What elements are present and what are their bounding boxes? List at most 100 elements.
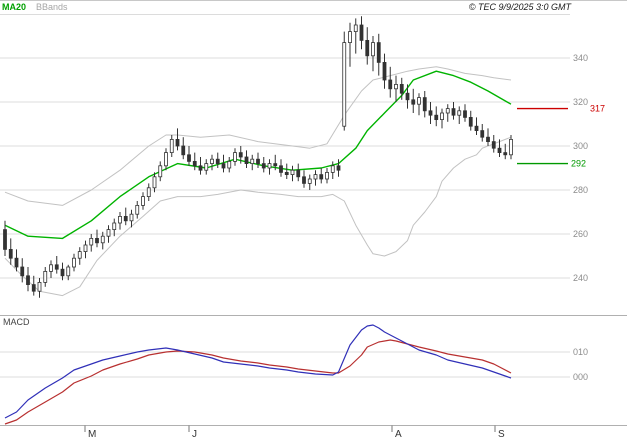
candle-body <box>503 152 508 156</box>
candle-body <box>290 169 295 175</box>
candle-body <box>112 222 117 230</box>
candle-body <box>3 229 7 250</box>
candle-body <box>95 237 99 244</box>
candle-body <box>100 235 105 244</box>
month-label: J <box>192 429 197 440</box>
candle-body <box>152 176 157 189</box>
candle-body <box>89 237 94 246</box>
candle-body <box>192 160 197 167</box>
candle-body <box>353 24 358 32</box>
candle-body <box>411 99 416 105</box>
candle-body <box>279 165 283 173</box>
candle-body <box>330 165 335 173</box>
candle-body <box>54 264 59 270</box>
candle-body <box>129 213 134 222</box>
candle-body <box>187 154 191 162</box>
candle-body <box>169 138 174 153</box>
candle-body <box>417 97 421 105</box>
candle-body <box>158 165 163 178</box>
bollinger-upper-line <box>4 66 512 206</box>
macd-tick-label: 010 <box>573 347 588 357</box>
candle-body <box>267 163 272 169</box>
candle-body <box>434 114 439 120</box>
candle-body <box>233 152 237 162</box>
candle-body <box>123 215 128 222</box>
bollinger-lower-line <box>4 136 512 297</box>
candle-body <box>480 130 485 138</box>
candle-body <box>77 251 82 259</box>
macd-line <box>4 324 512 419</box>
candle-body <box>509 138 513 156</box>
candle-body <box>244 156 249 164</box>
price-tick-label: 300 <box>573 141 588 151</box>
candle-body <box>14 257 19 268</box>
candle-body <box>8 248 13 259</box>
candle-body <box>313 174 318 180</box>
candle-body <box>486 136 490 142</box>
candle-body <box>83 244 88 252</box>
price-tick-label: 240 <box>573 273 588 283</box>
candle-body <box>399 84 404 94</box>
candle-body <box>428 110 433 116</box>
candle-body <box>388 79 393 90</box>
candle-body <box>146 187 151 198</box>
candle-body <box>348 31 352 44</box>
candle-body <box>238 152 243 158</box>
macd-panel-label: MACD <box>3 317 30 327</box>
price-tick-label: 260 <box>573 229 588 239</box>
candle-body <box>273 163 278 167</box>
price-tick-label: 320 <box>573 97 588 107</box>
legend-ma20-label: MA20 <box>2 2 27 12</box>
candle-body <box>256 158 260 164</box>
candle-body <box>49 264 53 272</box>
level-label: 317 <box>590 104 605 114</box>
candle-body <box>451 108 456 116</box>
price-tick-label: 340 <box>573 53 588 63</box>
candle-body <box>175 138 180 147</box>
month-label: S <box>498 429 505 440</box>
month-label: M <box>88 429 96 440</box>
candle-body <box>215 158 220 164</box>
candle-body <box>296 169 301 178</box>
candle-body <box>284 171 289 175</box>
candle-body <box>359 24 364 41</box>
candle-body <box>445 108 450 114</box>
candle-body <box>491 141 496 149</box>
candle-body <box>227 160 232 169</box>
candle-body <box>365 40 370 57</box>
candle-body <box>376 42 381 63</box>
candle-body <box>106 229 111 237</box>
candle-body <box>37 281 42 292</box>
candle-body <box>181 145 186 156</box>
candle-body <box>141 196 145 206</box>
candle-body <box>221 163 226 169</box>
candle-body <box>20 266 25 277</box>
candle-body <box>164 152 168 167</box>
candle-body <box>319 174 324 180</box>
macd-signal-line <box>4 339 512 425</box>
candle-body <box>26 275 30 285</box>
candle-body <box>382 62 387 81</box>
candle-body <box>457 110 462 116</box>
candle-body <box>198 165 203 171</box>
candle-body <box>210 158 214 164</box>
candle-body <box>468 117 473 127</box>
candle-body <box>250 158 255 164</box>
macd-tick-label: 000 <box>573 372 588 382</box>
legend-bbands-label: BBands <box>36 2 68 12</box>
candle-body <box>118 215 122 224</box>
candle-body <box>31 284 36 292</box>
candle-body <box>440 112 444 120</box>
candle-body <box>405 92 410 101</box>
candle-body <box>336 165 341 171</box>
candle-body <box>325 171 329 180</box>
candle-body <box>342 42 347 127</box>
candle-body <box>463 110 467 118</box>
candle-body <box>302 176 306 184</box>
copyright-attribution: © TEC 9/9/2025 3:0 GMT <box>468 2 571 12</box>
indicator-legend: MA20 BBands <box>2 1 68 13</box>
candle-body <box>371 42 375 57</box>
candle-body <box>135 204 140 215</box>
